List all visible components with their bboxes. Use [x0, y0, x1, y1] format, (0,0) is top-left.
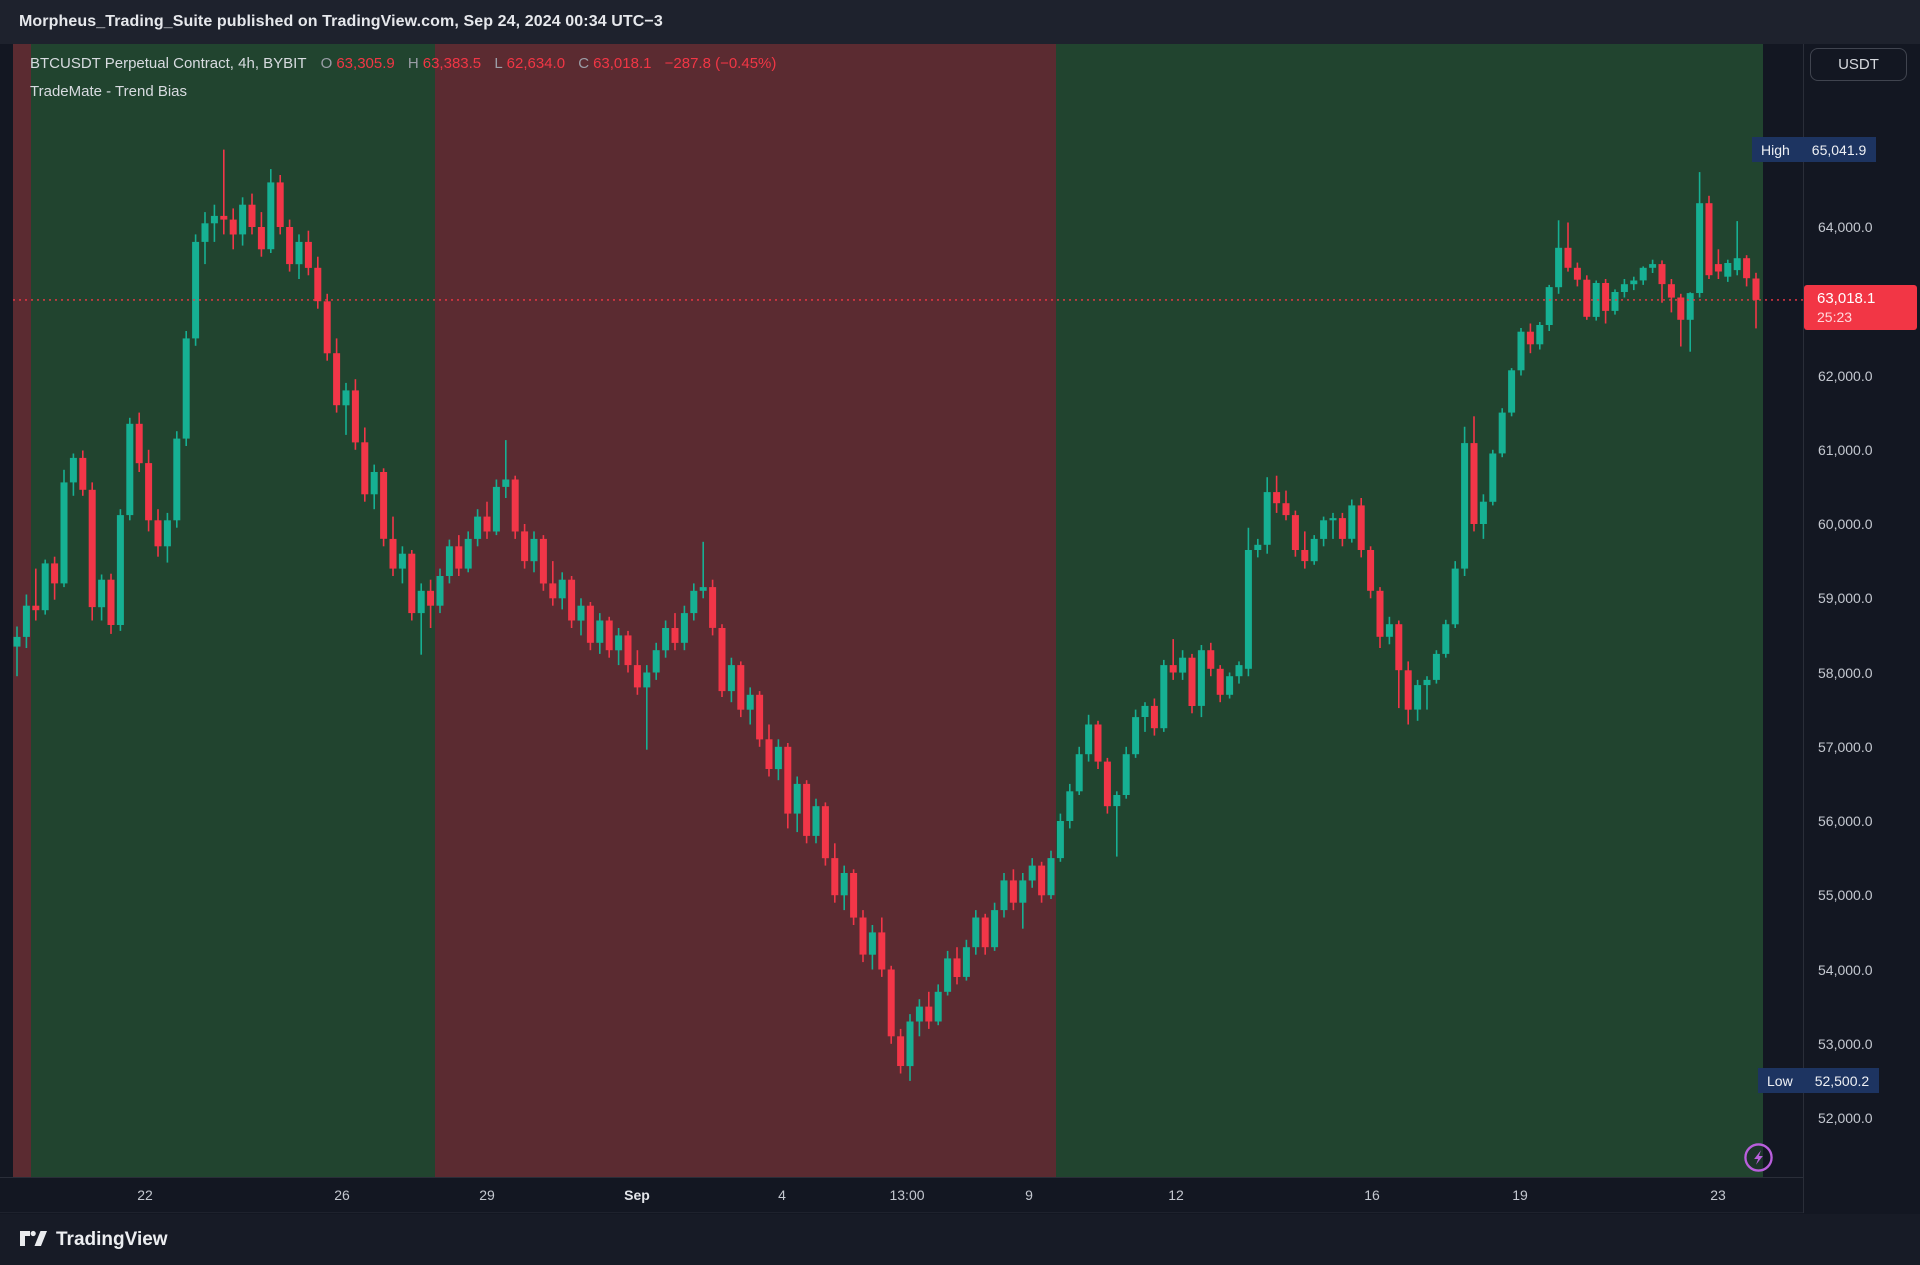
currency-toggle-button[interactable]: USDT: [1810, 48, 1907, 81]
price-tick: 56,000.0: [1818, 813, 1873, 829]
footer-bar: TradingView: [0, 1214, 1920, 1265]
change-value: −287.8 (−0.45%): [664, 55, 777, 72]
time-tick: 26: [334, 1187, 350, 1203]
time-tick: Sep: [624, 1187, 650, 1203]
high-badge-value: 65,041.9: [1811, 141, 1867, 158]
price-tick: 61,000.0: [1818, 441, 1873, 458]
open-value: 63,305.9: [336, 55, 395, 72]
price-tick: 55,000.0: [1818, 887, 1873, 904]
time-scale[interactable]: 22 26 29 Sep 4 13:00 9 12 16 19 23: [0, 1177, 1920, 1213]
price-tick: 64,000.0: [1818, 219, 1873, 235]
price-tick: 54,000.0: [1818, 961, 1873, 978]
tradingview-brand-text: TradingView: [56, 1229, 168, 1250]
open-label: O: [320, 55, 333, 72]
publish-text: Morpheus_Trading_Suite published on Trad…: [19, 13, 663, 30]
high-badge-label: High: [1761, 141, 1790, 158]
session-high-badge: High 65,041.9: [1752, 137, 1877, 163]
low-badge-label: Low: [1767, 1072, 1793, 1089]
price-tick: 60,000.0: [1818, 516, 1873, 532]
price-tick: 52,000.0: [1818, 1110, 1873, 1126]
low-label: L: [494, 55, 503, 72]
trend-bias-zone-bull: [1055, 44, 1763, 1177]
publish-bar: Morpheus_Trading_Suite published on Trad…: [0, 0, 1920, 44]
symbol-title: BTCUSDT Perpetual Contract, 4h, BYBIT: [30, 55, 307, 72]
time-tick: 29: [479, 1187, 495, 1203]
time-tick: 23: [1710, 1187, 1726, 1203]
time-tick: 19: [1512, 1187, 1528, 1203]
trend-bias-zone-bear: [13, 44, 32, 1177]
time-tick: 12: [1168, 1187, 1184, 1203]
bar-countdown: 25:23: [1817, 308, 1853, 325]
chart-canvas[interactable]: [0, 44, 1803, 1177]
low-value: 62,634.0: [506, 55, 566, 72]
time-tick: 4: [778, 1187, 786, 1203]
high-value: 63,383.5: [422, 55, 482, 72]
tradingview-brand-link[interactable]: TradingView: [20, 1228, 168, 1252]
trend-bias-zone-bull: [31, 44, 436, 1177]
price-tick: 53,000.0: [1818, 1035, 1873, 1052]
low-badge-value: 52,500.2: [1814, 1072, 1870, 1089]
price-scale[interactable]: USDT 64,000.0 62,000.0 61,000.0 60,000.0 59,…: [1803, 44, 1920, 1213]
tradingview-logo-icon: [20, 1230, 47, 1246]
price-tick: 59,000.0: [1818, 590, 1873, 607]
price-tick: 58,000.0: [1818, 664, 1873, 681]
price-tick: 62,000.0: [1818, 367, 1873, 384]
last-price-value: 63,018.1: [1817, 289, 1876, 307]
time-tick: 22: [137, 1187, 153, 1203]
session-low-badge: Low 52,500.2: [1758, 1068, 1880, 1094]
time-tick: 13:00: [889, 1187, 925, 1203]
indicator-title: TradeMate - Trend Bias: [30, 83, 188, 100]
last-price-badge: 63,018.1 25:23: [1804, 284, 1917, 330]
high-label: H: [407, 55, 419, 72]
close-value: 63,018.1: [593, 55, 652, 72]
time-tick: 9: [1025, 1187, 1033, 1203]
trend-bias-zone-bear: [435, 44, 1056, 1177]
close-label: C: [578, 55, 590, 72]
lightning-button[interactable]: [1743, 1142, 1774, 1173]
lightning-bolt-icon: [1754, 1150, 1763, 1165]
price-tick: 57,000.0: [1818, 738, 1873, 755]
time-tick: 16: [1364, 1187, 1380, 1203]
